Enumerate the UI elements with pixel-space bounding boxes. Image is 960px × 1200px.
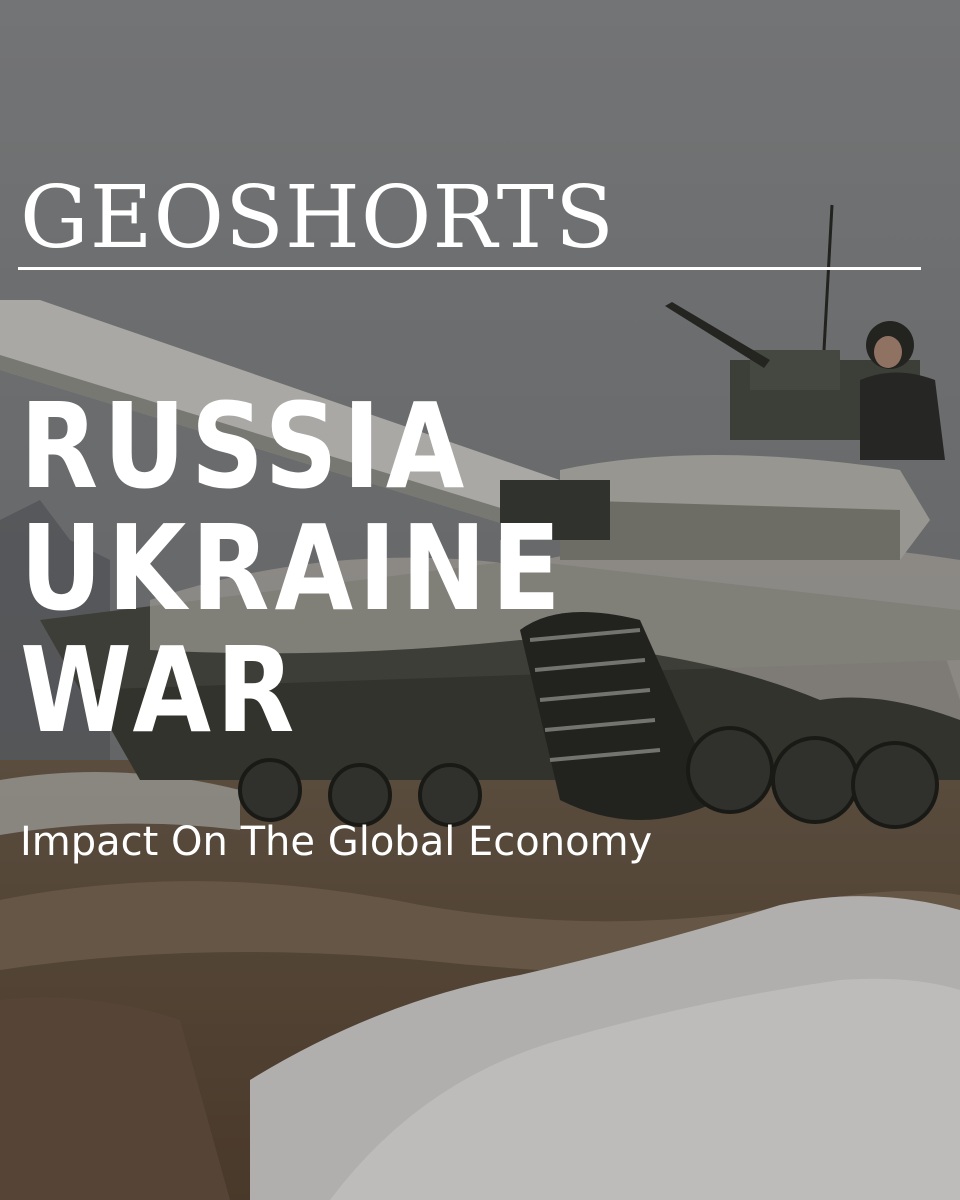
title-underline-divider (18, 267, 921, 270)
headline: RUSSIA UKRAINE WAR (20, 385, 566, 751)
brand-title: GEOSHORTS (20, 168, 615, 268)
headline-line-3: WAR (20, 621, 300, 759)
headline-line-1: RUSSIA (20, 377, 470, 515)
headline-line-2: UKRAINE (20, 499, 566, 637)
subtitle: Impact On The Global Economy (20, 819, 653, 865)
